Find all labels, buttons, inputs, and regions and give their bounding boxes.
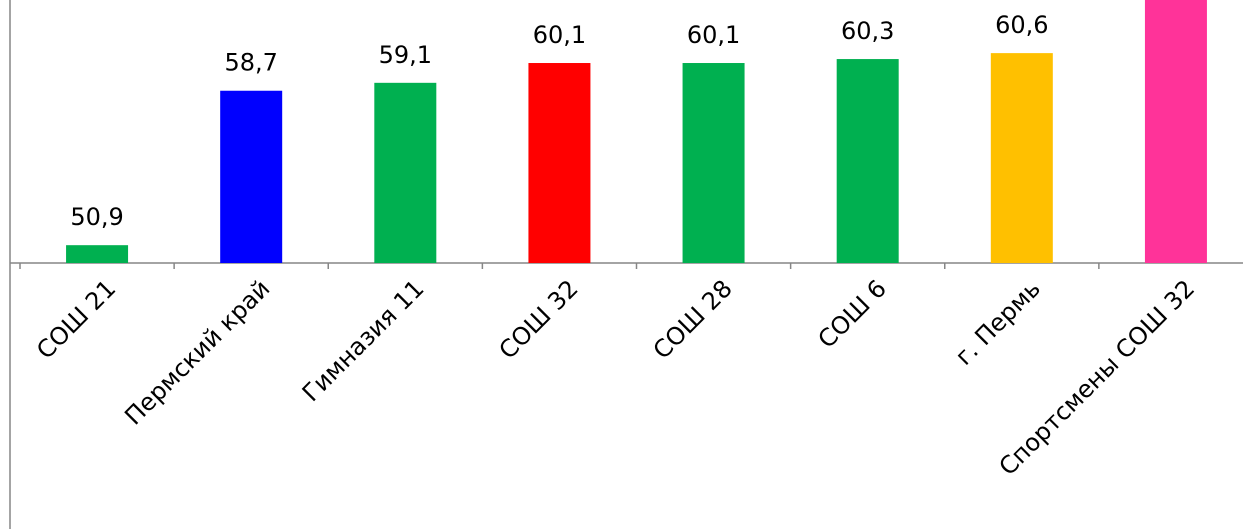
- data-label: 60,3: [841, 17, 894, 45]
- bar: [990, 53, 1053, 264]
- data-label: 58,7: [224, 49, 277, 77]
- category-label: СОШ 6: [813, 274, 892, 353]
- bar: [374, 82, 437, 263]
- category-label: Гимназия 11: [297, 274, 430, 407]
- bar: [528, 63, 591, 263]
- data-label: 60,1: [687, 21, 740, 49]
- bar: [836, 59, 899, 264]
- data-label: 60,1: [533, 21, 586, 49]
- bars-group: [66, 0, 1207, 264]
- bar: [66, 245, 129, 263]
- bar: [1144, 0, 1207, 263]
- axes-group: [9, 0, 1243, 529]
- category-label: СОШ 32: [494, 274, 584, 364]
- category-label: СОШ 21: [31, 274, 121, 364]
- category-label: г. Пермь: [950, 274, 1046, 370]
- bar: [682, 63, 745, 263]
- data-label: 60,6: [995, 11, 1048, 39]
- data-labels-group: 50,9 58,7 59,1 60,1 60,1 60,3 60,6: [70, 11, 1048, 231]
- category-label: СОШ 28: [648, 274, 738, 364]
- data-label: 59,1: [379, 41, 432, 69]
- category-label: Пермский край: [119, 274, 275, 430]
- bar: [220, 90, 283, 264]
- data-label: 50,9: [70, 203, 123, 231]
